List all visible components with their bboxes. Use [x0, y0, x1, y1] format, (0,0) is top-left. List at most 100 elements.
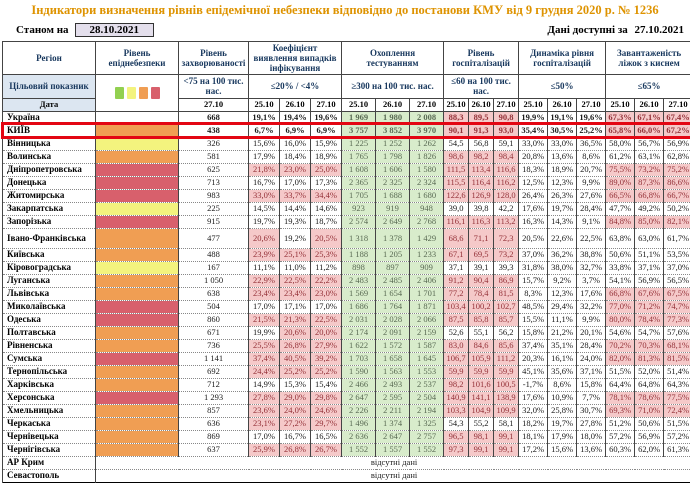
group-hospitalization-header: Рівень госпіталізацій — [444, 41, 519, 74]
value-cell: 141,1 — [469, 391, 494, 404]
target-hospitalization: ≤60 на 100 тис. нас. — [444, 74, 519, 98]
value-cell: 14,3% — [548, 215, 577, 228]
value-cell: 65,8% — [606, 124, 635, 137]
value-cell: 102,7 — [494, 300, 519, 313]
value-cell: 71,1 — [469, 228, 494, 248]
value-cell: 14,9% — [249, 378, 280, 391]
value-cell: 40,5% — [280, 352, 311, 365]
value-cell: 20,1% — [577, 326, 606, 339]
value-cell: 23,9% — [249, 248, 280, 261]
target-label: Цільовий показник — [3, 74, 96, 98]
value-cell: 712 — [179, 378, 249, 391]
legend-swatch — [115, 87, 124, 99]
group-incidence-header: Рівень захворюваності — [179, 41, 249, 74]
value-cell: 16,7% — [249, 176, 280, 189]
date-cell: 27.10 — [410, 98, 444, 111]
value-cell: 9,9% — [577, 313, 606, 326]
value-cell: 7,7% — [577, 391, 606, 404]
value-cell: 12,5% — [519, 176, 548, 189]
value-cell: 39,1 — [469, 261, 494, 274]
value-cell: 671 — [179, 326, 249, 339]
value-cell: 1 563 — [376, 365, 410, 378]
value-cell: 18,9% — [548, 163, 577, 176]
value-cell: 39,0 — [444, 202, 469, 215]
value-cell: 50,2% — [664, 202, 690, 215]
date-cell: 27.10 — [179, 98, 249, 111]
value-cell: 33,0% — [548, 137, 577, 150]
value-cell: 73,2 — [494, 248, 519, 261]
value-cell: 51,4% — [664, 365, 690, 378]
value-cell: 61,2% — [606, 150, 635, 163]
region-name: Харківська — [3, 378, 96, 391]
region-name: Чернівецька — [3, 430, 96, 443]
value-cell: 42,2 — [494, 202, 519, 215]
value-cell: 2 226 — [342, 404, 376, 417]
value-cell: 1 580 — [410, 163, 444, 176]
value-cell: 26,8% — [280, 339, 311, 352]
value-cell: 49,2% — [635, 202, 664, 215]
value-cell: 11,1% — [548, 313, 577, 326]
value-cell: 857 — [179, 404, 249, 417]
value-cell: 67,6% — [635, 287, 664, 300]
value-cell: 668 — [179, 111, 249, 124]
region-name: Сумська — [3, 352, 96, 365]
value-cell: 37,0% — [664, 261, 690, 274]
value-cell: 17,2% — [519, 443, 548, 456]
value-cell: 22,5% — [311, 313, 342, 326]
epidemic-level-cell — [96, 163, 179, 176]
value-cell: 19,7% — [548, 202, 577, 215]
value-cell: 860 — [179, 313, 249, 326]
value-cell: 2 406 — [410, 274, 444, 287]
value-cell: 53,5% — [664, 248, 690, 261]
value-cell: 24,6% — [311, 404, 342, 417]
value-cell: 12,3% — [548, 176, 577, 189]
value-cell: 97,3 — [444, 443, 469, 456]
epidemic-level-cell — [96, 378, 179, 391]
value-cell: 11,0% — [280, 261, 311, 274]
page-title: Індикатори визначення рівнів епідемічної… — [2, 3, 688, 19]
value-cell: 1 225 — [342, 137, 376, 150]
value-cell: 1 572 — [376, 339, 410, 352]
value-cell: 2 174 — [342, 326, 376, 339]
value-cell: 1 293 — [179, 391, 249, 404]
value-cell: 1 701 — [410, 287, 444, 300]
value-cell: 55,1 — [469, 326, 494, 339]
value-cell: 23,4% — [280, 287, 311, 300]
value-cell: 15,4% — [311, 378, 342, 391]
value-cell: 77,3% — [664, 313, 690, 326]
value-cell: 33,8% — [606, 261, 635, 274]
value-cell: 56,9% — [635, 430, 664, 443]
value-cell: 109,9 — [494, 404, 519, 417]
region-name: Вінницька — [3, 137, 96, 150]
value-cell: 2 365 — [342, 176, 376, 189]
value-cell: 27,2% — [280, 417, 311, 430]
value-cell: 66,8% — [606, 287, 635, 300]
date-cell: 25.10 — [606, 98, 635, 111]
value-cell: 637 — [179, 443, 249, 456]
value-cell: 6,9% — [280, 124, 311, 137]
target-oxygen-beds: ≤65% — [606, 74, 690, 98]
value-cell: 51,1% — [635, 248, 664, 261]
value-cell: 52,6 — [444, 326, 469, 339]
value-cell: 116,3 — [469, 215, 494, 228]
value-cell: 67,2% — [664, 124, 690, 137]
value-cell: 14,4% — [280, 202, 311, 215]
value-cell: 115,5 — [444, 176, 469, 189]
value-cell: 2 194 — [410, 404, 444, 417]
value-cell: 73,2% — [635, 163, 664, 176]
value-cell: 27,9% — [311, 339, 342, 352]
region-name: Закарпатська — [3, 202, 96, 215]
value-cell: 14,6% — [311, 202, 342, 215]
value-cell: 16,7% — [280, 430, 311, 443]
value-cell: 19,3% — [280, 215, 311, 228]
group-detection-header: Коефіцієнт виявлення випадків інфікуванн… — [249, 41, 342, 74]
data-available-label: Дані доступні за — [547, 24, 627, 36]
value-cell: 15,6% — [249, 137, 280, 150]
value-cell: 25,8% — [548, 404, 577, 417]
value-cell: 54,7% — [635, 326, 664, 339]
epidemic-level-cell — [96, 137, 179, 150]
